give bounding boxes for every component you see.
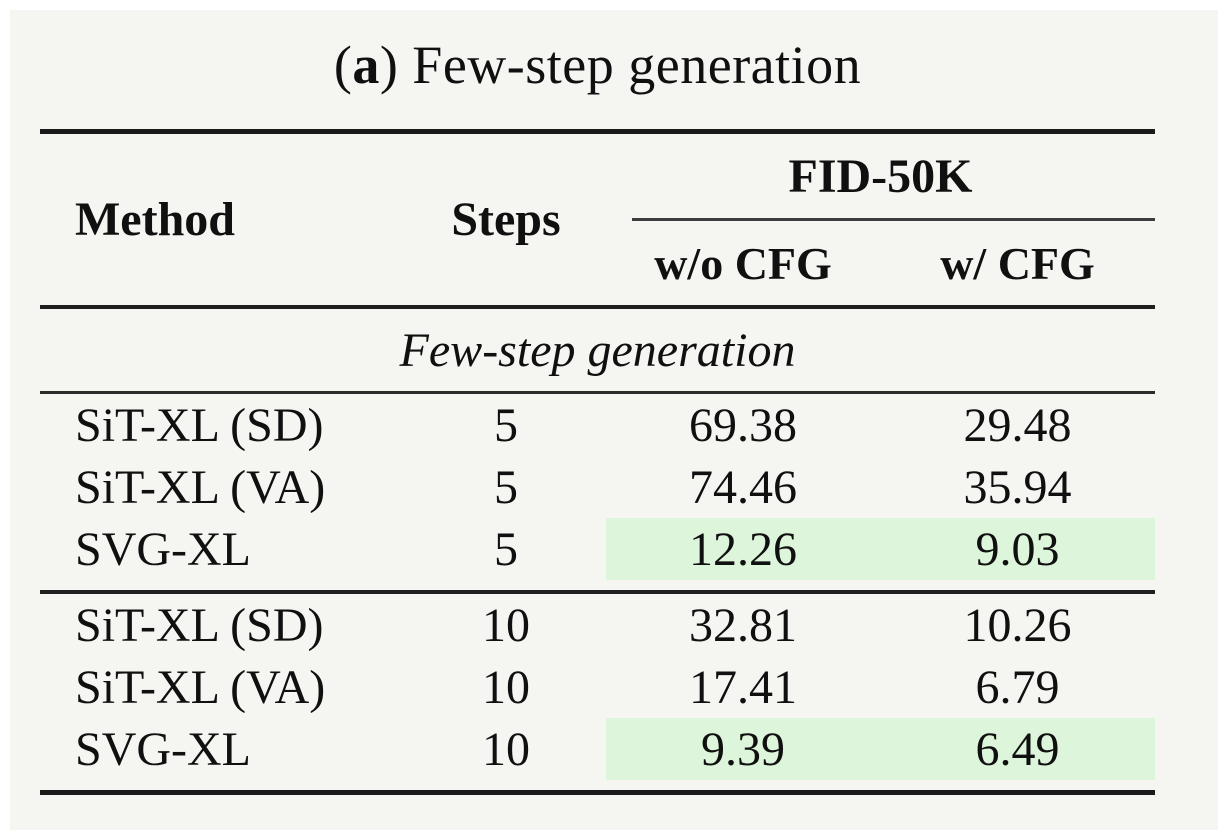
cell-fid-wo-cfg-highlighted: 9.39 (606, 718, 880, 780)
cell-steps: 5 (494, 460, 518, 514)
cell-method: SiT-XL (VA) (75, 660, 326, 714)
cell-fid-wo-cfg: 17.41 (689, 660, 797, 714)
cell-steps: 5 (494, 398, 518, 452)
table-header: Method Steps FID-50K w/o CFG w/ CFG (40, 134, 1155, 305)
cell-steps: 5 (494, 522, 518, 576)
col-header-fid50k: FID-50K (788, 149, 973, 203)
cell-steps: 10 (482, 660, 530, 714)
col-header-steps: Steps (451, 193, 561, 246)
table-group-10-steps: SiT-XL (SD) 10 32.81 10.26 SiT-XL (VA) 1… (40, 594, 1155, 790)
group-divider-rule (40, 590, 1155, 594)
cell-fid-wo-cfg: 32.81 (689, 598, 797, 652)
table-bottom-rule (40, 790, 1155, 795)
table-row: SiT-XL (SD) 5 69.38 29.48 (40, 394, 1155, 456)
cell-fid-wo-cfg: 69.38 (689, 398, 797, 452)
results-table-figure: (a) Few-step generation Method Steps FID… (40, 0, 1155, 795)
cell-method: SiT-XL (VA) (75, 460, 326, 514)
header-bottom-rule (40, 305, 1155, 309)
caption-subfigure-marker: a (352, 34, 380, 95)
cell-fid-wo-cfg-highlighted: 12.26 (606, 518, 880, 580)
cell-steps: 10 (482, 598, 530, 652)
cell-steps: 10 (482, 722, 530, 776)
caption-text: ) Few-step generation (379, 34, 862, 95)
fid50k-cmidrule (632, 218, 1155, 221)
cell-method: SVG-XL (75, 722, 251, 776)
cell-fid-w-cfg: 6.79 (975, 660, 1060, 714)
col-header-method: Method (75, 193, 235, 246)
col-header-w-cfg: w/ CFG (940, 237, 1095, 289)
caption-paren-open: ( (333, 34, 353, 95)
table-row: SiT-XL (VA) 10 17.41 6.79 (40, 656, 1155, 718)
cell-fid-w-cfg: 35.94 (963, 460, 1072, 514)
fid50k-subheaders: w/o CFG w/ CFG (606, 221, 1155, 305)
cell-method: SiT-XL (SD) (75, 598, 324, 652)
cell-method: SVG-XL (75, 522, 251, 576)
cell-fid-w-cfg-highlighted: 9.03 (880, 518, 1155, 580)
table-caption: (a) Few-step generation (40, 0, 1155, 129)
cell-fid-w-cfg-highlighted: 6.49 (880, 718, 1155, 780)
table-group-5-steps: SiT-XL (SD) 5 69.38 29.48 SiT-XL (VA) 5 … (40, 394, 1155, 590)
table-row: SVG-XL 10 9.39 6.49 (40, 718, 1155, 780)
table-row: SiT-XL (SD) 10 32.81 10.26 (40, 594, 1155, 656)
col-group-fid50k: FID-50K w/o CFG w/ CFG (606, 134, 1155, 305)
section-bottom-rule (40, 391, 1155, 394)
cell-fid-wo-cfg: 74.46 (689, 460, 797, 514)
cell-method: SiT-XL (SD) (75, 398, 324, 452)
cell-fid-w-cfg: 29.48 (963, 398, 1072, 452)
section-header: Few-step generation (399, 323, 796, 377)
table-top-rule (40, 129, 1155, 134)
cell-fid-w-cfg: 10.26 (963, 598, 1072, 652)
table-row: SiT-XL (VA) 5 74.46 35.94 (40, 456, 1155, 518)
col-header-wo-cfg: w/o CFG (654, 237, 832, 289)
table-row: SVG-XL 5 12.26 9.03 (40, 518, 1155, 580)
